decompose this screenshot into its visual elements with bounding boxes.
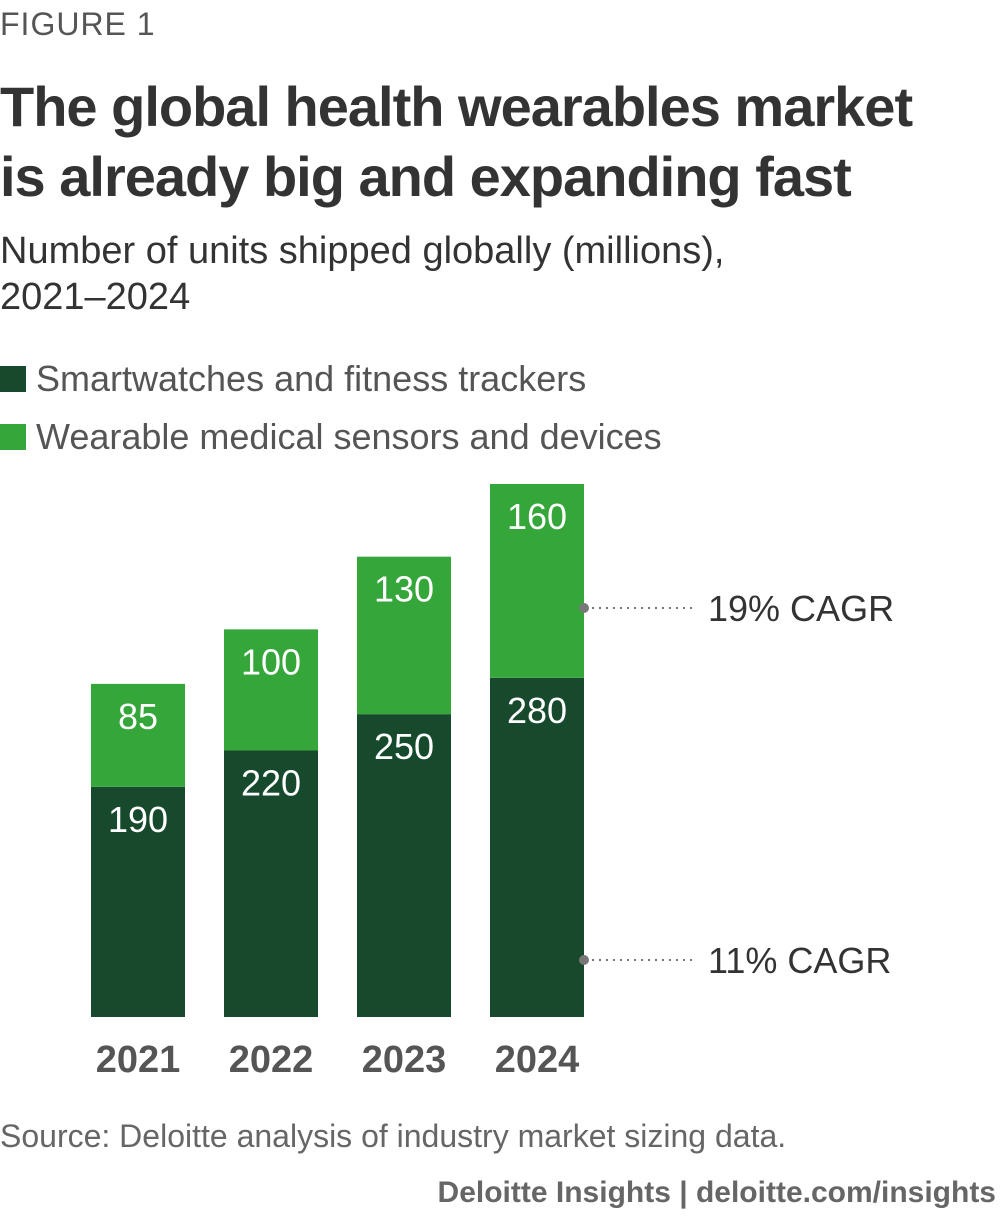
legend-item-medical: Wearable medical sensors and devices	[0, 408, 662, 466]
bar-2023-series-1	[357, 556, 451, 715]
bar-2021-series-1	[91, 683, 185, 787]
data-label-2023-series-1: 130	[374, 569, 434, 610]
x-tick-label-2021: 2021	[96, 1039, 181, 1081]
x-tick-label-2023: 2023	[362, 1039, 447, 1081]
bar-2022-series-0	[224, 750, 318, 1017]
legend-label-smartwatches: Smartwatches and fitness trackers	[36, 358, 587, 399]
subtitle-line-1: Number of units shipped globally (millio…	[0, 230, 725, 272]
stacked-bar-chart: 190 85 2021 220 100 2022 250 130 2023 280 160 2024 1…	[91, 484, 894, 1081]
legend-swatch-dark	[0, 366, 26, 392]
cagr-marker-1	[579, 955, 589, 965]
data-label-2021-series-0: 190	[108, 799, 168, 840]
data-label-2024-series-0: 280	[507, 690, 567, 731]
bar-2024-series-1	[490, 484, 584, 678]
figure-label: FIGURE 1	[0, 6, 156, 42]
cagr-label-1: 11% CAGR	[708, 940, 891, 981]
legend-swatch-light	[0, 424, 26, 450]
subtitle-line-2: 2021–2024	[0, 276, 191, 318]
source-note: Source: Deloitte analysis of industry ma…	[0, 1118, 787, 1154]
chart-subtitle: Number of units shipped globally (millio…	[0, 228, 990, 320]
bar-2023-series-0	[357, 714, 451, 1017]
title-line-1: The global health wearables market	[0, 75, 913, 138]
bar-2022-series-1	[224, 629, 318, 751]
legend: Smartwatches and fitness trackers Wearab…	[0, 350, 662, 466]
data-label-2024-series-1: 160	[507, 496, 567, 537]
x-tick-label-2022: 2022	[229, 1039, 314, 1081]
data-label-2022-series-1: 100	[241, 641, 301, 682]
title-line-2: is already big and expanding fast	[0, 145, 852, 208]
bar-2024-series-0	[490, 677, 584, 1017]
cagr-marker-0	[579, 603, 589, 613]
x-tick-label-2024: 2024	[495, 1039, 580, 1081]
legend-item-smartwatches: Smartwatches and fitness trackers	[0, 350, 662, 408]
cagr-label-0: 19% CAGR	[708, 588, 894, 629]
legend-label-medical: Wearable medical sensors and devices	[36, 416, 662, 457]
chart-title: The global health wearables market is al…	[0, 72, 990, 212]
data-label-2022-series-0: 220	[241, 763, 301, 804]
footer-credit: Deloitte Insights | deloitte.com/insight…	[437, 1176, 996, 1209]
data-label-2023-series-0: 250	[374, 726, 434, 767]
data-label-2021-series-1: 85	[118, 696, 158, 737]
bar-2021-series-0	[91, 786, 185, 1017]
